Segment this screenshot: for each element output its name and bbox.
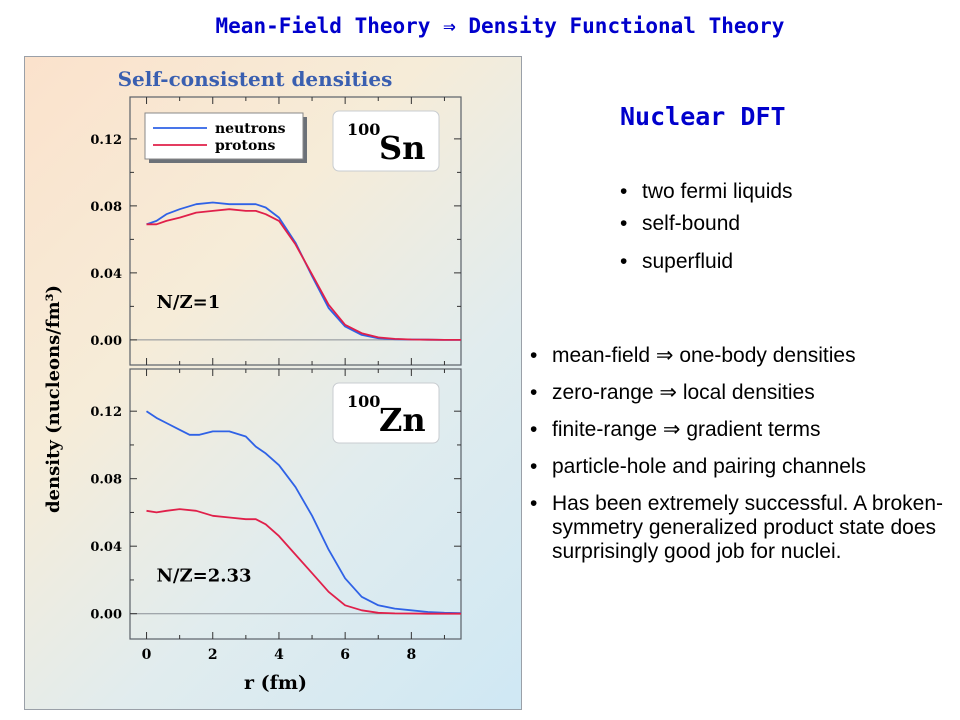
figure-title: Self-consistent densities [117, 67, 393, 91]
point-item: finite-range ⇒ gradient terms [530, 418, 950, 442]
series-line-protons [146, 508, 461, 615]
x-tick-label: 8 [406, 647, 416, 663]
property-item: self-bound [620, 212, 793, 236]
property-list: two fermi liquids self-bound superfluid [620, 180, 793, 282]
y-tick-label: 0.04 [90, 267, 122, 282]
y-axis-label: density (nucleons/fm³) [43, 285, 64, 513]
panel-frame [129, 96, 462, 366]
point-item: mean-field ⇒ one-body densities [530, 344, 950, 368]
nucleus-mass-number: 100 [347, 120, 380, 139]
density-chart: density (nucleons/fm³) 0.00 0.04 0.08 0.12 10… [43, 96, 462, 694]
property-item: two fermi liquids [620, 180, 793, 204]
nucleus-label-box [332, 382, 440, 444]
y-tick-label: 0.08 [90, 473, 122, 488]
nucleus-label-box [332, 110, 440, 172]
x-tick-label: 4 [274, 647, 284, 663]
nz-ratio-annotation: N/Z=1 [156, 292, 220, 313]
x-tick-label: 6 [340, 647, 350, 663]
x-axis-label: r (fm) [244, 672, 307, 694]
panel-frame [129, 368, 462, 640]
series-line-neutrons [146, 201, 461, 341]
legend-label-protons: protons [215, 138, 275, 154]
series-line-neutrons [145, 410, 462, 615]
slide-title: Mean-Field Theory ⇒ Density Functional T… [215, 14, 785, 38]
series-line-protons [146, 208, 461, 341]
y-tick-label: 0.12 [90, 405, 122, 420]
point-item: Has been extremely successful. A broken-… [530, 492, 950, 564]
nucleus-mass-number: 100 [347, 392, 380, 411]
nuclear-dft-heading: Nuclear DFT [620, 102, 786, 131]
nucleus-symbol: Zn [379, 401, 426, 439]
point-item: zero-range ⇒ local densities [530, 381, 950, 405]
y-tick-label: 0.00 [90, 608, 122, 623]
dft-points-list: mean-field ⇒ one-body densities zero-ran… [530, 344, 950, 577]
x-tick-label: 0 [142, 647, 152, 663]
legend-box [144, 112, 304, 160]
x-tick-label: 2 [208, 647, 218, 663]
point-item: particle-hole and pairing channels [530, 455, 950, 479]
nz-ratio-annotation: N/Z=2.33 [156, 566, 251, 587]
legend-label-neutrons: neutrons [215, 121, 286, 137]
y-tick-label: 0.04 [90, 540, 122, 555]
y-tick-label: 0.00 [90, 334, 122, 349]
y-tick-label: 0.12 [90, 133, 122, 148]
nucleus-symbol: Sn [379, 129, 425, 167]
density-figure: Self-consistent densities density (nucle… [24, 56, 522, 710]
property-item: superfluid [620, 250, 793, 274]
y-tick-label: 0.08 [90, 200, 122, 215]
